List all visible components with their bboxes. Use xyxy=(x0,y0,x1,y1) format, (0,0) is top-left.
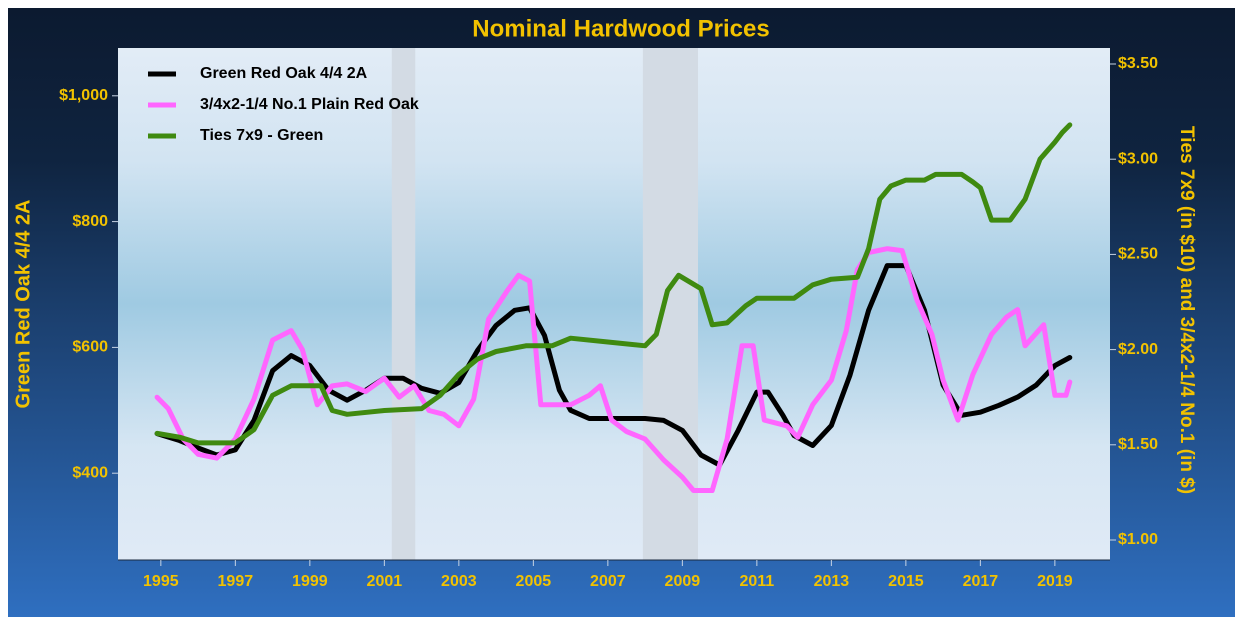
y-tick-label: $1,000 xyxy=(59,87,108,104)
legend-label: 3/4x2-1/4 No.1 Plain Red Oak xyxy=(200,96,419,113)
recession-band xyxy=(391,48,416,560)
y-tick-label: $600 xyxy=(72,339,108,356)
x-tick-label: 2005 xyxy=(516,573,552,590)
x-tick-label: 2011 xyxy=(739,573,774,590)
y2-tick-label: $1.00 xyxy=(1118,531,1158,548)
y2-tick-label: $3.50 xyxy=(1118,55,1158,72)
series-line xyxy=(154,246,1073,493)
y2-tick-label: $1.50 xyxy=(1118,436,1158,453)
x-tick-label: 2009 xyxy=(665,573,701,590)
y-tick-label: $400 xyxy=(72,464,108,481)
x-tick-label: 2017 xyxy=(963,573,999,590)
y2-tick-label: $2.00 xyxy=(1118,341,1158,358)
x-tick-label: 2015 xyxy=(888,573,924,590)
x-tick-label: 1997 xyxy=(218,573,254,590)
layer: 1995 1997 1999 2001 2003 2005 2007 2009 2011 2013… xyxy=(59,48,1158,590)
x-tick-label: 1999 xyxy=(292,573,328,590)
x-tick-label: 2001 xyxy=(367,573,403,590)
x-tick-label: 2013 xyxy=(814,573,850,590)
plot-area xyxy=(118,48,1110,560)
x-tick-label: 1995 xyxy=(143,573,179,590)
y2-tick-label: $2.50 xyxy=(1118,246,1158,263)
y-axis-label: Green Red Oak 4/4 2A xyxy=(12,200,34,409)
y-tick-label: $800 xyxy=(72,213,108,230)
x-tick-label: 2003 xyxy=(441,573,477,590)
recession-band xyxy=(642,48,699,560)
x-tick-label: 2007 xyxy=(590,573,626,590)
chart-title: Nominal Hardwood Prices xyxy=(472,15,769,42)
y2-axis-label: Ties 7x9 (in $10) and 3/4x2-1/4 No.1 (in… xyxy=(1176,126,1197,494)
y2-tick-label: $3.00 xyxy=(1118,150,1158,167)
legend-label: Green Red Oak 4/4 2A xyxy=(200,65,368,82)
series-line xyxy=(154,263,1073,468)
series-line xyxy=(154,122,1073,446)
x-tick-label: 2019 xyxy=(1037,573,1073,590)
legend-label: Ties 7x9 - Green xyxy=(200,127,323,144)
